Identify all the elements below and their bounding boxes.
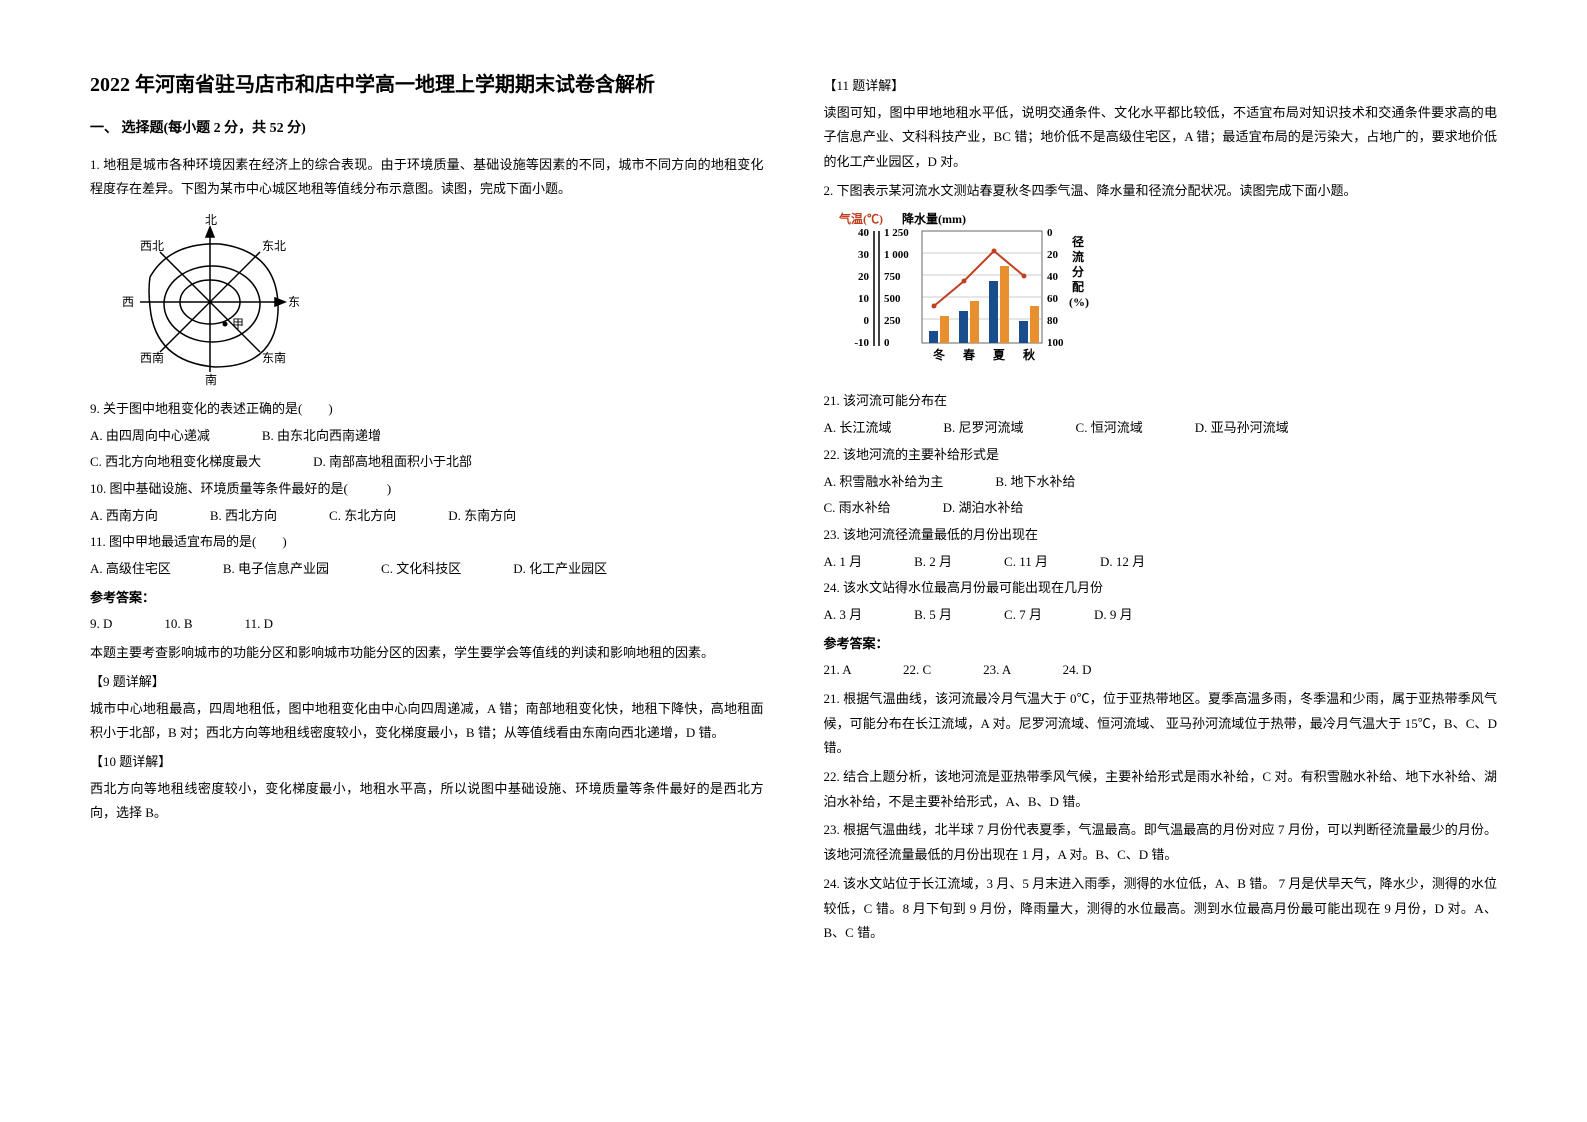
svg-text:20: 20 (1047, 249, 1059, 261)
q1-intro: 1. 地租是城市各种环境因素在经济上的综合表现。由于环境质量、基础设施等因素的不… (90, 153, 764, 202)
q9-opts: A. 由四周向中心递减 B. 由东北向西南递增 (90, 424, 764, 449)
svg-text:1 000: 1 000 (884, 249, 909, 261)
q9-opts2: C. 西北方向地租变化梯度最大 D. 南部高地租面积小于北部 (90, 450, 764, 475)
q2-intro: 2. 下图表示某河流水文测站春夏秋冬四季气温、降水量和径流分配状况。读图完成下面… (824, 179, 1498, 204)
expl23: 23. 根据气温曲线，北半球 7 月份代表夏季，气温最高。即气温最高的月份对应 … (824, 818, 1498, 867)
q23: 23. 该地河流径流量最低的月份出现在 (824, 523, 1498, 548)
svg-text:40: 40 (858, 227, 870, 239)
svg-text:东: 东 (288, 295, 300, 309)
svg-text:分: 分 (1072, 264, 1084, 279)
expl21: 21. 根据气温曲线，该河流最冷月气温大于 0℃，位于亚热带地区。夏季高温多雨，… (824, 687, 1498, 761)
expl22: 22. 结合上题分析，该地河流是亚热带季风气候，主要补给形式是雨水补给，C 对。… (824, 765, 1498, 814)
expl9: 城市中心地租最高，四周地租低，图中地租变化由中心向四周递减，A 错；南部地租变化… (90, 697, 764, 746)
svg-text:250: 250 (884, 315, 901, 327)
svg-text:750: 750 (884, 271, 901, 283)
svg-text:西: 西 (122, 295, 134, 309)
svg-text:30: 30 (858, 249, 870, 261)
q22-opts: A. 积雪融水补给为主 B. 地下水补给 (824, 470, 1498, 495)
q24: 24. 该水文站得水位最高月份最可能出现在几月份 (824, 576, 1498, 601)
svg-text:0: 0 (863, 315, 869, 327)
svg-text:甲: 甲 (232, 317, 244, 331)
svg-text:-10: -10 (854, 337, 869, 349)
expl9-header: 【9 题详解】 (90, 670, 764, 695)
expl1-intro: 本题主要考查影响城市的功能分区和影响城市功能分区的因素，学生要学会等值线的判读和… (90, 641, 764, 666)
svg-text:东北: 东北 (262, 239, 286, 253)
svg-text:(%): (%) (1069, 295, 1089, 309)
answer-label-1: 参考答案： (90, 586, 764, 611)
svg-text:夏: 夏 (992, 348, 1005, 362)
svg-text:1 250: 1 250 (884, 227, 909, 239)
svg-text:流: 流 (1072, 249, 1084, 264)
expl11: 读图可知，图中甲地地租水平低，说明交通条件、文化水平都比较低，不适宜布局对知识技… (824, 101, 1498, 175)
q22-opts2: C. 雨水补给 D. 湖泊水补给 (824, 496, 1498, 521)
q21-opts: A. 长江流域 B. 尼罗河流域 C. 恒河流域 D. 亚马孙河流域 (824, 416, 1498, 441)
svg-text:北: 北 (205, 213, 217, 227)
q23-opts: A. 1 月 B. 2 月 C. 11 月 D. 12 月 (824, 550, 1498, 575)
svg-text:西北: 西北 (140, 239, 164, 253)
svg-text:南: 南 (205, 372, 217, 387)
expl10-header: 【10 题详解】 (90, 750, 764, 775)
right-column: 【11 题详解】 读图可知，图中甲地地租水平低，说明交通条件、文化水平都比较低，… (824, 70, 1498, 1052)
doc-title: 2022 年河南省驻马店市和店中学高一地理上学期期末试卷含解析 (90, 70, 764, 100)
left-column: 2022 年河南省驻马店市和店中学高一地理上学期期末试卷含解析 一、 选择题(每… (90, 70, 764, 1052)
svg-text:径: 径 (1072, 234, 1084, 249)
q11-opts: A. 高级住宅区 B. 电子信息产业园 C. 文化科技区 D. 化工产业园区 (90, 557, 764, 582)
section-header: 一、 选择题(每小题 2 分，共 52 分) (90, 116, 764, 143)
q22: 22. 该地河流的主要补给形式是 (824, 443, 1498, 468)
q11: 11. 图中甲地最适宜布局的是( ) (90, 530, 764, 555)
svg-text:60: 60 (1047, 293, 1059, 305)
q21: 21. 该河流可能分布在 (824, 389, 1498, 414)
q10-opts: A. 西南方向 B. 西北方向 C. 东北方向 D. 东南方向 (90, 504, 764, 529)
svg-text:80: 80 (1047, 315, 1059, 327)
svg-text:冬: 冬 (932, 347, 944, 362)
svg-text:0: 0 (884, 337, 890, 349)
svg-text:东南: 东南 (262, 350, 286, 365)
svg-text:西南: 西南 (140, 350, 164, 365)
svg-text:配: 配 (1072, 279, 1084, 294)
expl11-header: 【11 题详解】 (824, 74, 1498, 99)
expl24: 24. 该水文站位于长江流域，3 月、5 月末进入雨季，测得的水位低，A、B 错… (824, 872, 1498, 946)
svg-text:0: 0 (1047, 227, 1053, 239)
svg-text:气温(℃): 气温(℃) (838, 211, 883, 226)
svg-text:春: 春 (961, 347, 975, 362)
svg-text:500: 500 (884, 293, 901, 305)
svg-text:100: 100 (1047, 337, 1064, 349)
svg-text:降水量(mm): 降水量(mm) (902, 211, 966, 226)
svg-text:秋: 秋 (1022, 347, 1035, 362)
svg-text:40: 40 (1047, 271, 1059, 283)
compass-diagram: 甲 北 东北 东 东南 南 西南 西 西北 (110, 212, 310, 387)
svg-text:20: 20 (858, 271, 870, 283)
answer-label-2: 参考答案： (824, 632, 1498, 657)
q10: 10. 图中基础设施、环境质量等条件最好的是( ) (90, 477, 764, 502)
q24-opts: A. 3 月 B. 5 月 C. 7 月 D. 9 月 (824, 603, 1498, 628)
ans2: 21. A 22. C 23. A 24. D (824, 658, 1498, 683)
ans1: 9. D 10. B 11. D (90, 612, 764, 637)
q9: 9. 关于图中地租变化的表述正确的是( ) (90, 397, 764, 422)
expl10: 西北方向等地租线密度较小，变化梯度最小，地租水平高，所以说图中基础设施、环境质量… (90, 777, 764, 826)
svg-text:10: 10 (858, 293, 870, 305)
climate-chart: 气温(℃) 降水量(mm) 40 30 20 10 0 -10 1 250 1 … (834, 211, 1094, 381)
